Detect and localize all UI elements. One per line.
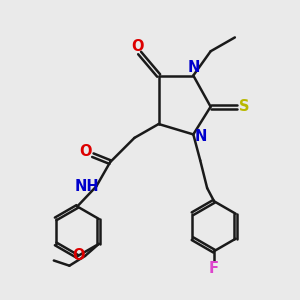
Text: NH: NH — [74, 179, 99, 194]
Text: S: S — [239, 99, 250, 114]
Text: N: N — [188, 60, 200, 75]
Text: O: O — [132, 39, 144, 54]
Text: F: F — [209, 261, 219, 276]
Text: O: O — [73, 248, 85, 263]
Text: N: N — [195, 129, 207, 144]
Text: O: O — [80, 144, 92, 159]
